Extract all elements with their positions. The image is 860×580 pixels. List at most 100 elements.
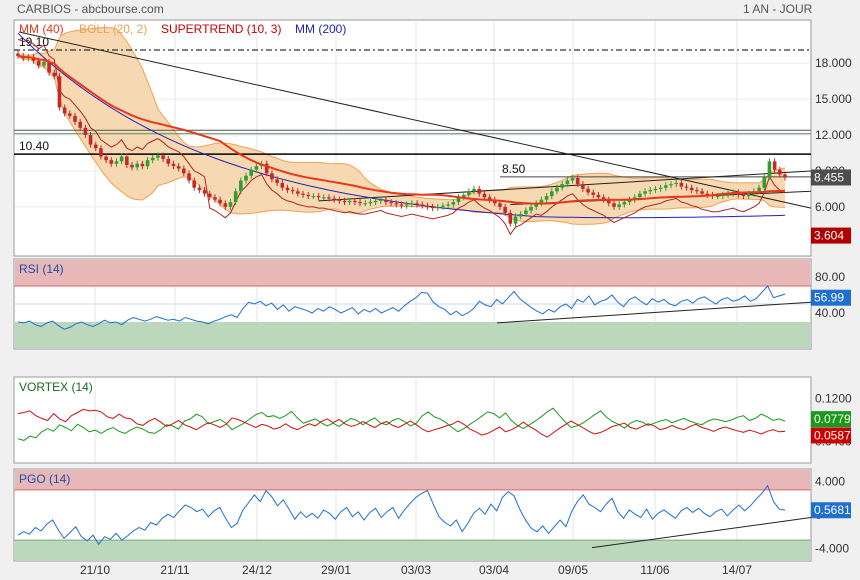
x-tick-label: 21/11 [160, 563, 189, 577]
ma40-line [17, 54, 786, 205]
supertrend-line [17, 38, 786, 236]
pgo-value: 0.5681 [814, 503, 851, 517]
price-y-tick-label: 12.000 [815, 128, 852, 142]
candle-body [757, 187, 761, 192]
candle-body [778, 169, 782, 175]
candle-body [746, 193, 751, 197]
candle-body [404, 204, 409, 206]
candle-body [586, 188, 590, 193]
candle-body [741, 194, 746, 197]
candle-body [306, 194, 311, 197]
candle-body [658, 187, 663, 189]
pgo-legend: PGO (14) [19, 472, 70, 486]
candle-body [783, 174, 787, 178]
candle-body [239, 180, 243, 192]
candle-body [150, 157, 155, 161]
candle-body [280, 182, 285, 188]
candle-body [73, 115, 77, 122]
pgo-value-badge [811, 502, 851, 519]
candle-body [389, 202, 393, 204]
candle-body [342, 200, 347, 203]
candle-body [119, 156, 124, 162]
candle-body [182, 168, 186, 174]
rsi-trend-line [496, 301, 812, 324]
candle-body [524, 210, 528, 215]
candle-body [467, 191, 471, 195]
vortex-legend: VORTEX (14) [19, 380, 93, 394]
candle-body [721, 194, 725, 197]
candle-body [627, 199, 632, 203]
candle-body [503, 206, 507, 213]
candle-body [441, 205, 445, 207]
candle-body [534, 203, 539, 207]
candle-body [161, 155, 165, 159]
candle-body [560, 184, 564, 188]
candle-body [715, 196, 720, 198]
candle-body [575, 178, 580, 185]
price-y-tick-label: 18.000 [815, 56, 852, 70]
pgo-lower-zone [15, 540, 810, 560]
chart-period: 1 AN - JOUR [743, 2, 813, 16]
vortex-line-plus [17, 407, 786, 441]
candle-body [695, 190, 699, 192]
candle-body [684, 186, 689, 188]
candle-body [446, 204, 450, 206]
candle-body [565, 180, 570, 185]
vortex-value-badge [811, 411, 851, 428]
candle-body [674, 182, 678, 185]
rsi-value: 56.99 [814, 291, 844, 305]
level-label: 8.50 [502, 162, 526, 176]
x-tick-label: 14/07 [722, 563, 752, 577]
candle-body [606, 199, 611, 204]
candle-body [47, 61, 51, 73]
candle-body [612, 203, 616, 207]
candle-body [104, 156, 108, 161]
candle-body [301, 193, 305, 195]
candle-body [332, 198, 336, 200]
candle-body [643, 191, 647, 194]
vortex-y-tick-label: 0.1200 [815, 392, 852, 406]
candle-body [544, 196, 549, 200]
candle-body [767, 161, 772, 177]
vortex-value: 0.0779 [814, 412, 851, 426]
candle-body [42, 61, 46, 66]
pgo-y-tick-label: -4.000 [815, 541, 849, 555]
candle-body [518, 214, 523, 217]
candle-body [705, 193, 710, 195]
candle-body [487, 197, 492, 200]
candle-body [679, 182, 684, 187]
candle-body [638, 193, 642, 198]
bollinger-band-fill [18, 27, 785, 225]
candle-body [207, 193, 212, 198]
candle-body [57, 76, 62, 108]
candle-body [653, 188, 658, 191]
supertrend-badge [811, 227, 851, 244]
candle-body [109, 160, 114, 164]
candle-body [62, 107, 67, 114]
candle-body [492, 199, 497, 204]
candle-body [337, 199, 342, 201]
candle-body [482, 193, 487, 198]
candle-body [88, 135, 93, 145]
x-tick-label: 29/01 [321, 563, 351, 577]
candle-body [555, 187, 559, 192]
pgo-trend-line [591, 517, 812, 549]
candle-body [415, 203, 419, 205]
candle-body [16, 53, 20, 56]
price-y-tick-label: 15.000 [815, 92, 852, 106]
candle-body [197, 187, 202, 191]
candle-body [228, 202, 233, 207]
candle-body [664, 185, 668, 188]
candle-body [762, 176, 767, 188]
legend-entry: MM (40) [19, 22, 64, 36]
candle-body [617, 204, 621, 207]
candle-body [244, 175, 248, 181]
candle-body [591, 192, 596, 195]
candle-body [192, 180, 197, 188]
candle-body [233, 191, 238, 203]
candle-body [130, 164, 134, 168]
rsi-line [17, 285, 786, 330]
candle-body [264, 163, 269, 174]
legend-entry: SUPERTREND (10, 3) [161, 22, 281, 36]
x-tick-label: 21/10 [80, 563, 110, 577]
